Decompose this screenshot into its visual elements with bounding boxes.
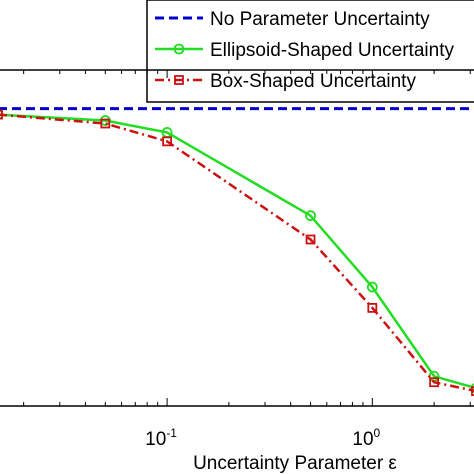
x-tick-label: 100 [352,426,380,450]
x-tick-label: 10-1 [145,426,177,450]
data-point-circle [305,210,316,222]
data-point-square [0,109,3,120]
legend-entry-label: Ellipsoid-Shaped Uncertainty [210,40,454,61]
x-axis-ticks: 10-1 100 [23,70,471,450]
legend-entry-label: Box-Shaped Uncertainty [210,71,416,92]
data-point-square [367,302,378,313]
plot-frame [0,69,474,407]
legend: No Parameter Uncertainty Ellipsoid-Shaped… [146,0,474,103]
legend-marker-circle [173,43,185,55]
legend-marker-square [174,75,184,85]
series-line-2 [0,113,474,392]
data-point-circle [366,281,378,293]
legend-entry-label: No Parameter Uncertainty [210,9,430,30]
x-tick-base: 10 [352,429,373,450]
plot-axes [0,69,474,407]
x-tick-exponent: -1 [166,426,177,440]
x-axis-label: Uncertainty Parameter ε [193,453,397,474]
series-line-1 [0,113,474,389]
x-tick-exponent: 0 [374,426,381,440]
data-point-square [429,377,440,388]
plot-series [0,107,474,397]
data-point-square [100,118,111,129]
data-point-square [471,386,474,397]
data-point-square [305,234,316,245]
data-point-square [162,136,172,147]
x-tick-base: 10 [145,429,166,450]
